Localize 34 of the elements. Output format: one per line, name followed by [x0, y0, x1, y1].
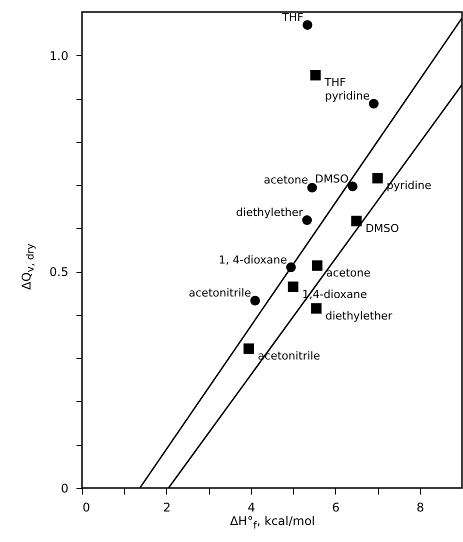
annotation: acetone: [326, 266, 371, 280]
annotation: THF: [323, 76, 346, 90]
point: [311, 303, 322, 314]
x-axis-title: ΔH°$_{f}$, kcal/mol: [228, 514, 316, 532]
point: [351, 216, 362, 226]
annotation: pyridine: [324, 90, 370, 103]
point: [244, 343, 254, 354]
point: [302, 215, 312, 226]
annotation: DMSO: [365, 222, 400, 236]
annotation: THF: [281, 10, 304, 24]
annotation: diethylether: [325, 309, 393, 322]
annotation: acetone: [264, 174, 308, 187]
point: [310, 70, 321, 80]
x-tick-label: 2: [163, 500, 171, 514]
point: [307, 182, 317, 193]
annotation: DMSO: [315, 172, 349, 186]
point: [250, 296, 260, 306]
x-tick-label: 0: [82, 500, 90, 514]
point: [312, 260, 322, 271]
point: [348, 182, 358, 192]
annotation: acetonitrile: [188, 286, 252, 300]
y-tick-label: 0: [60, 482, 68, 496]
y-tick-label: 1.0: [49, 48, 68, 63]
annotation: pyridine: [386, 179, 432, 192]
x-tick-label: 8: [416, 500, 424, 514]
annotation: 1, 4-dioxane: [218, 253, 288, 266]
point: [368, 98, 379, 109]
point: [288, 282, 298, 292]
y-tick-label: 0.5: [49, 265, 68, 280]
point: [372, 172, 383, 184]
x-tick-label: 6: [332, 500, 340, 514]
x-tick-label: 4: [248, 500, 256, 514]
annotation: diethylether: [236, 206, 304, 220]
point: [302, 20, 312, 30]
